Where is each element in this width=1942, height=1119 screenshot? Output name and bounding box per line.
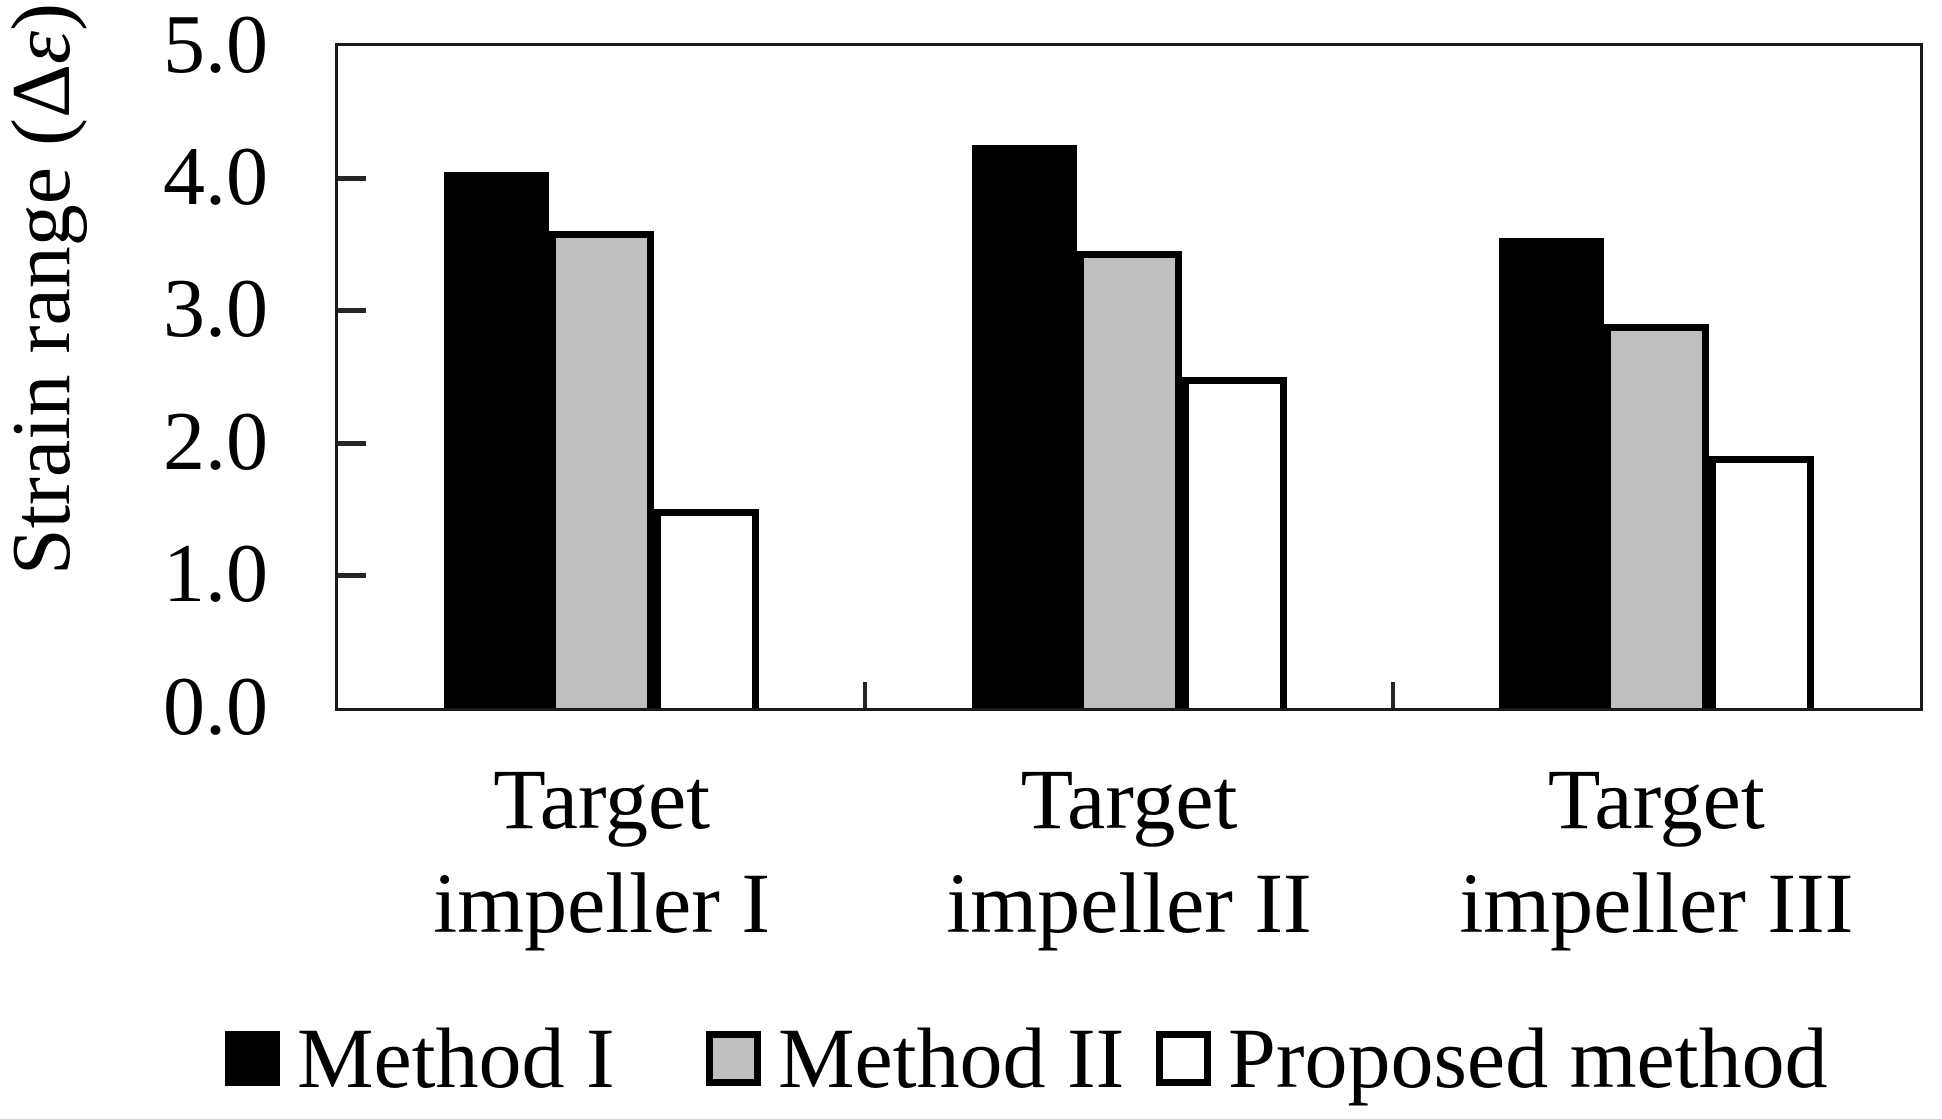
bar-method-ii-cat2 [1076,251,1182,708]
category-label-2: Target impeller II [829,747,1429,955]
bar-proposed-method-cat1 [654,509,760,708]
y-tick-label: 1.0 [163,527,268,621]
bar-proposed-method-cat2 [1181,377,1287,708]
bar-method-i-cat2 [971,145,1077,708]
bar-method-ii-cat1 [549,231,655,708]
bar-method-i-cat1 [444,171,550,708]
legend-label: Proposed method [1228,1010,1828,1106]
x-axis-tick [1390,682,1395,708]
plot-area [335,43,1923,711]
category-label-line: Target [1547,751,1765,847]
y-tick-label: 2.0 [163,394,268,488]
legend-label: Method I [297,1010,615,1106]
category-label-line: impeller III [1459,855,1854,951]
legend-item-proposed-method: Proposed method [1156,1012,1828,1104]
legend-item-method-i: Method I [225,1012,615,1104]
bar-method-i-cat3 [1498,237,1604,708]
y-tick-label: 5.0 [163,0,268,91]
bar-method-ii-cat3 [1603,324,1709,708]
y-axis-tick [338,308,366,314]
y-tick-label: 0.0 [163,659,268,753]
category-label-1: Target impeller I [302,747,902,955]
y-tick-label: 4.0 [163,129,268,223]
legend: Method I Method II Proposed method [0,1012,1942,1112]
category-label-line: impeller I [433,855,770,951]
legend-label: Method II [778,1010,1125,1106]
y-axis-tick [338,440,366,446]
category-label-line: Target [1020,751,1238,847]
category-label-3: Target impeller III [1356,747,1942,955]
x-axis-tick [863,682,868,708]
bar-proposed-method-cat3 [1708,456,1814,708]
category-label-line: impeller II [946,855,1312,951]
legend-swatch-icon [225,1030,280,1086]
legend-swatch-icon [706,1030,761,1086]
y-tick-label: 3.0 [163,262,268,356]
y-axis-tick [338,175,366,181]
category-label-line: Target [493,751,711,847]
legend-swatch-icon [1156,1030,1211,1086]
legend-item-method-ii: Method II [706,1012,1124,1104]
y-axis-tick [338,573,366,579]
